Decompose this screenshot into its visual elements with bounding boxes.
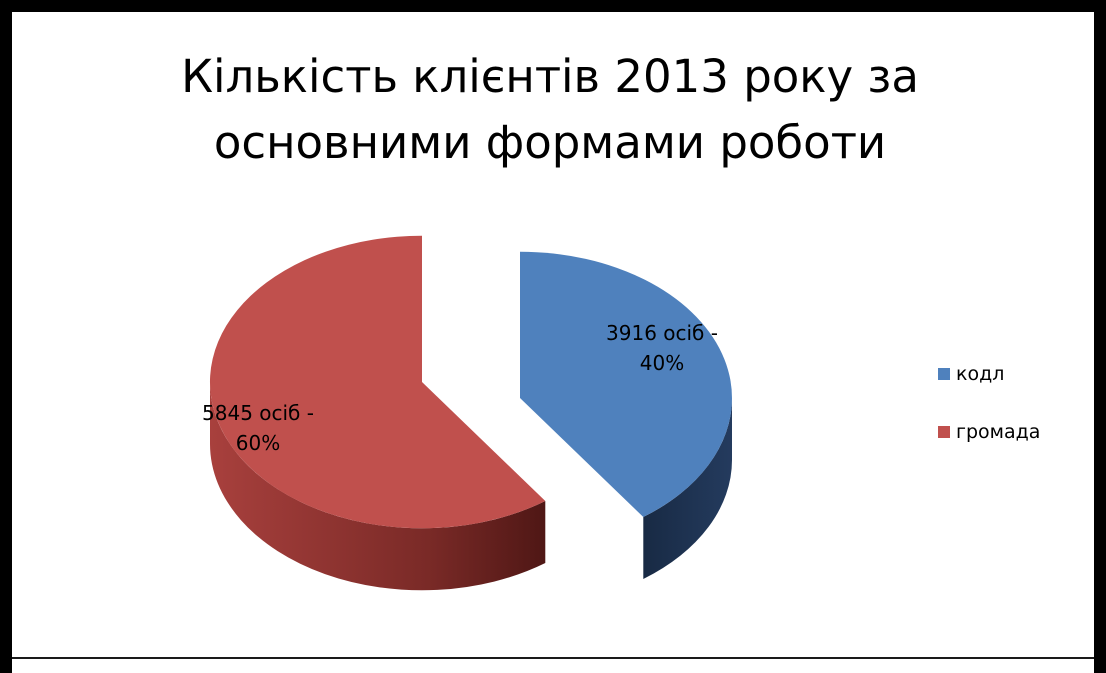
legend-swatch-0 (938, 368, 950, 380)
slice-label-0: 3916 осіб -40% (606, 321, 718, 375)
chart-title-line-2: основними формами роботи (213, 116, 887, 169)
pie-slice-side-0 (643, 398, 732, 579)
frame-bottom-line (12, 657, 1094, 659)
chart-title: Кількість клієнтів 2013 року за основним… (60, 44, 1040, 176)
legend-swatch-1 (938, 426, 950, 438)
pie-slice-0 (520, 251, 732, 517)
legend: кодл громада (938, 363, 1040, 443)
legend-label-0: кодл (956, 363, 1004, 385)
slice-label-1: 5845 осіб -60% (202, 401, 314, 455)
pie-slice-1 (209, 235, 546, 529)
chart-title-line-1: Кількість клієнтів 2013 року за (181, 50, 919, 103)
legend-label-1: громада (956, 421, 1040, 443)
pie-slice-side-1 (210, 382, 546, 591)
